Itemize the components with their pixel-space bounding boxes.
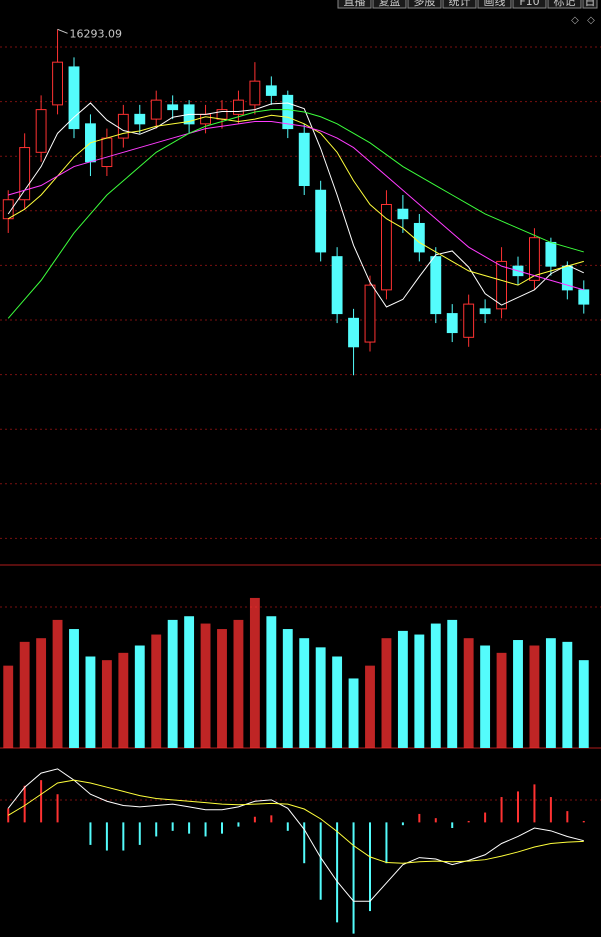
volume-bar bbox=[118, 652, 129, 748]
toolbar-button[interactable] bbox=[337, 0, 372, 9]
volume-bar bbox=[184, 616, 195, 748]
candle-body bbox=[134, 113, 146, 125]
volume-bar bbox=[134, 645, 145, 748]
candle-body bbox=[150, 99, 162, 120]
toolbar-label[interactable]: 复盘 bbox=[379, 0, 401, 8]
volume-bar bbox=[52, 619, 63, 748]
candle-body bbox=[315, 189, 327, 253]
volume-bar bbox=[69, 629, 79, 748]
toolbar-label[interactable]: 标记 bbox=[554, 0, 576, 8]
indicator-line bbox=[7, 102, 584, 308]
volume-bar bbox=[101, 660, 112, 748]
indicator-line bbox=[8, 120, 584, 291]
volume-bar bbox=[151, 634, 162, 748]
candle-body bbox=[545, 241, 557, 267]
volume-bar bbox=[381, 638, 392, 748]
indicator-line bbox=[7, 114, 584, 286]
candle-body bbox=[529, 237, 540, 281]
candle-body bbox=[479, 308, 491, 315]
volume-bar bbox=[85, 656, 96, 748]
candle-body bbox=[2, 199, 14, 220]
toolbar-label[interactable]: 多股 bbox=[414, 0, 436, 8]
toolbar-button[interactable] bbox=[582, 0, 598, 9]
candle-body bbox=[117, 113, 129, 139]
indicator-line bbox=[7, 779, 584, 864]
toolbar-button[interactable] bbox=[372, 0, 407, 9]
candle-body bbox=[496, 260, 507, 310]
volume-bar bbox=[578, 660, 589, 748]
volume-bar bbox=[348, 678, 359, 748]
toolbar-button[interactable] bbox=[442, 0, 477, 9]
volume-bar bbox=[562, 641, 573, 748]
toolbar-button[interactable] bbox=[547, 0, 582, 9]
candle-body bbox=[35, 109, 47, 153]
toolbar-label[interactable]: 画线 bbox=[484, 0, 506, 8]
volume-bar bbox=[36, 638, 47, 748]
toolbar-button[interactable] bbox=[512, 0, 547, 9]
candle-body bbox=[19, 147, 31, 201]
toolbar-label[interactable]: 统计 bbox=[449, 0, 471, 8]
candle-body bbox=[397, 208, 409, 220]
volume-bar bbox=[430, 623, 441, 748]
candle-body bbox=[101, 137, 113, 168]
volume-bar bbox=[365, 665, 375, 748]
peak-pointer bbox=[57, 28, 68, 34]
candle-body bbox=[578, 289, 590, 305]
volume-bar bbox=[480, 645, 491, 748]
candle-body bbox=[167, 104, 179, 111]
volume-bar bbox=[414, 634, 425, 748]
volume-bar bbox=[249, 597, 260, 748]
volume-bar bbox=[282, 629, 293, 748]
candle-body bbox=[348, 317, 359, 348]
icon: ◇ bbox=[587, 15, 595, 26]
volume-bar bbox=[233, 619, 244, 748]
candle-body bbox=[381, 203, 392, 291]
volume-bar bbox=[299, 638, 310, 748]
candle-body bbox=[249, 80, 261, 106]
peak-label: 16293.09 bbox=[70, 27, 123, 40]
volume-bar bbox=[200, 623, 211, 748]
toolbar-button[interactable] bbox=[407, 0, 442, 9]
volume-bar bbox=[217, 629, 227, 748]
volume-bar bbox=[496, 652, 507, 748]
volume-bar bbox=[3, 665, 14, 748]
volume-bar bbox=[167, 619, 178, 748]
indicator-line bbox=[7, 109, 584, 319]
candle-body bbox=[233, 99, 244, 115]
volume-bar bbox=[463, 638, 474, 748]
candle-body bbox=[265, 85, 277, 96]
toolbar-label[interactable]: 直播 bbox=[344, 0, 366, 8]
candle-body bbox=[68, 66, 80, 130]
volume-bar bbox=[332, 656, 343, 748]
candle-body bbox=[298, 132, 310, 187]
volume-bar bbox=[529, 645, 540, 748]
toolbar-button[interactable] bbox=[477, 0, 512, 9]
candle-body bbox=[52, 61, 63, 106]
toolbar-label[interactable]: F10 bbox=[519, 0, 539, 8]
volume-bar bbox=[545, 638, 556, 748]
volume-bar bbox=[315, 647, 326, 748]
icon: ◇ bbox=[571, 15, 579, 26]
volume-bar bbox=[513, 640, 523, 748]
volume-bar bbox=[397, 630, 408, 748]
volume-bar bbox=[19, 641, 30, 748]
candle-body bbox=[446, 313, 458, 334]
candle-body bbox=[282, 94, 294, 130]
candle-body bbox=[463, 303, 475, 338]
toolbar-label[interactable]: 日 bbox=[585, 0, 596, 8]
volume-bar bbox=[266, 616, 277, 748]
candle-body bbox=[413, 222, 425, 253]
candle-body bbox=[430, 256, 442, 315]
volume-bar bbox=[447, 619, 458, 748]
candle-body bbox=[331, 256, 343, 315]
candle-body bbox=[200, 113, 211, 125]
candle-body bbox=[364, 284, 376, 343]
indicator-line bbox=[7, 768, 584, 902]
